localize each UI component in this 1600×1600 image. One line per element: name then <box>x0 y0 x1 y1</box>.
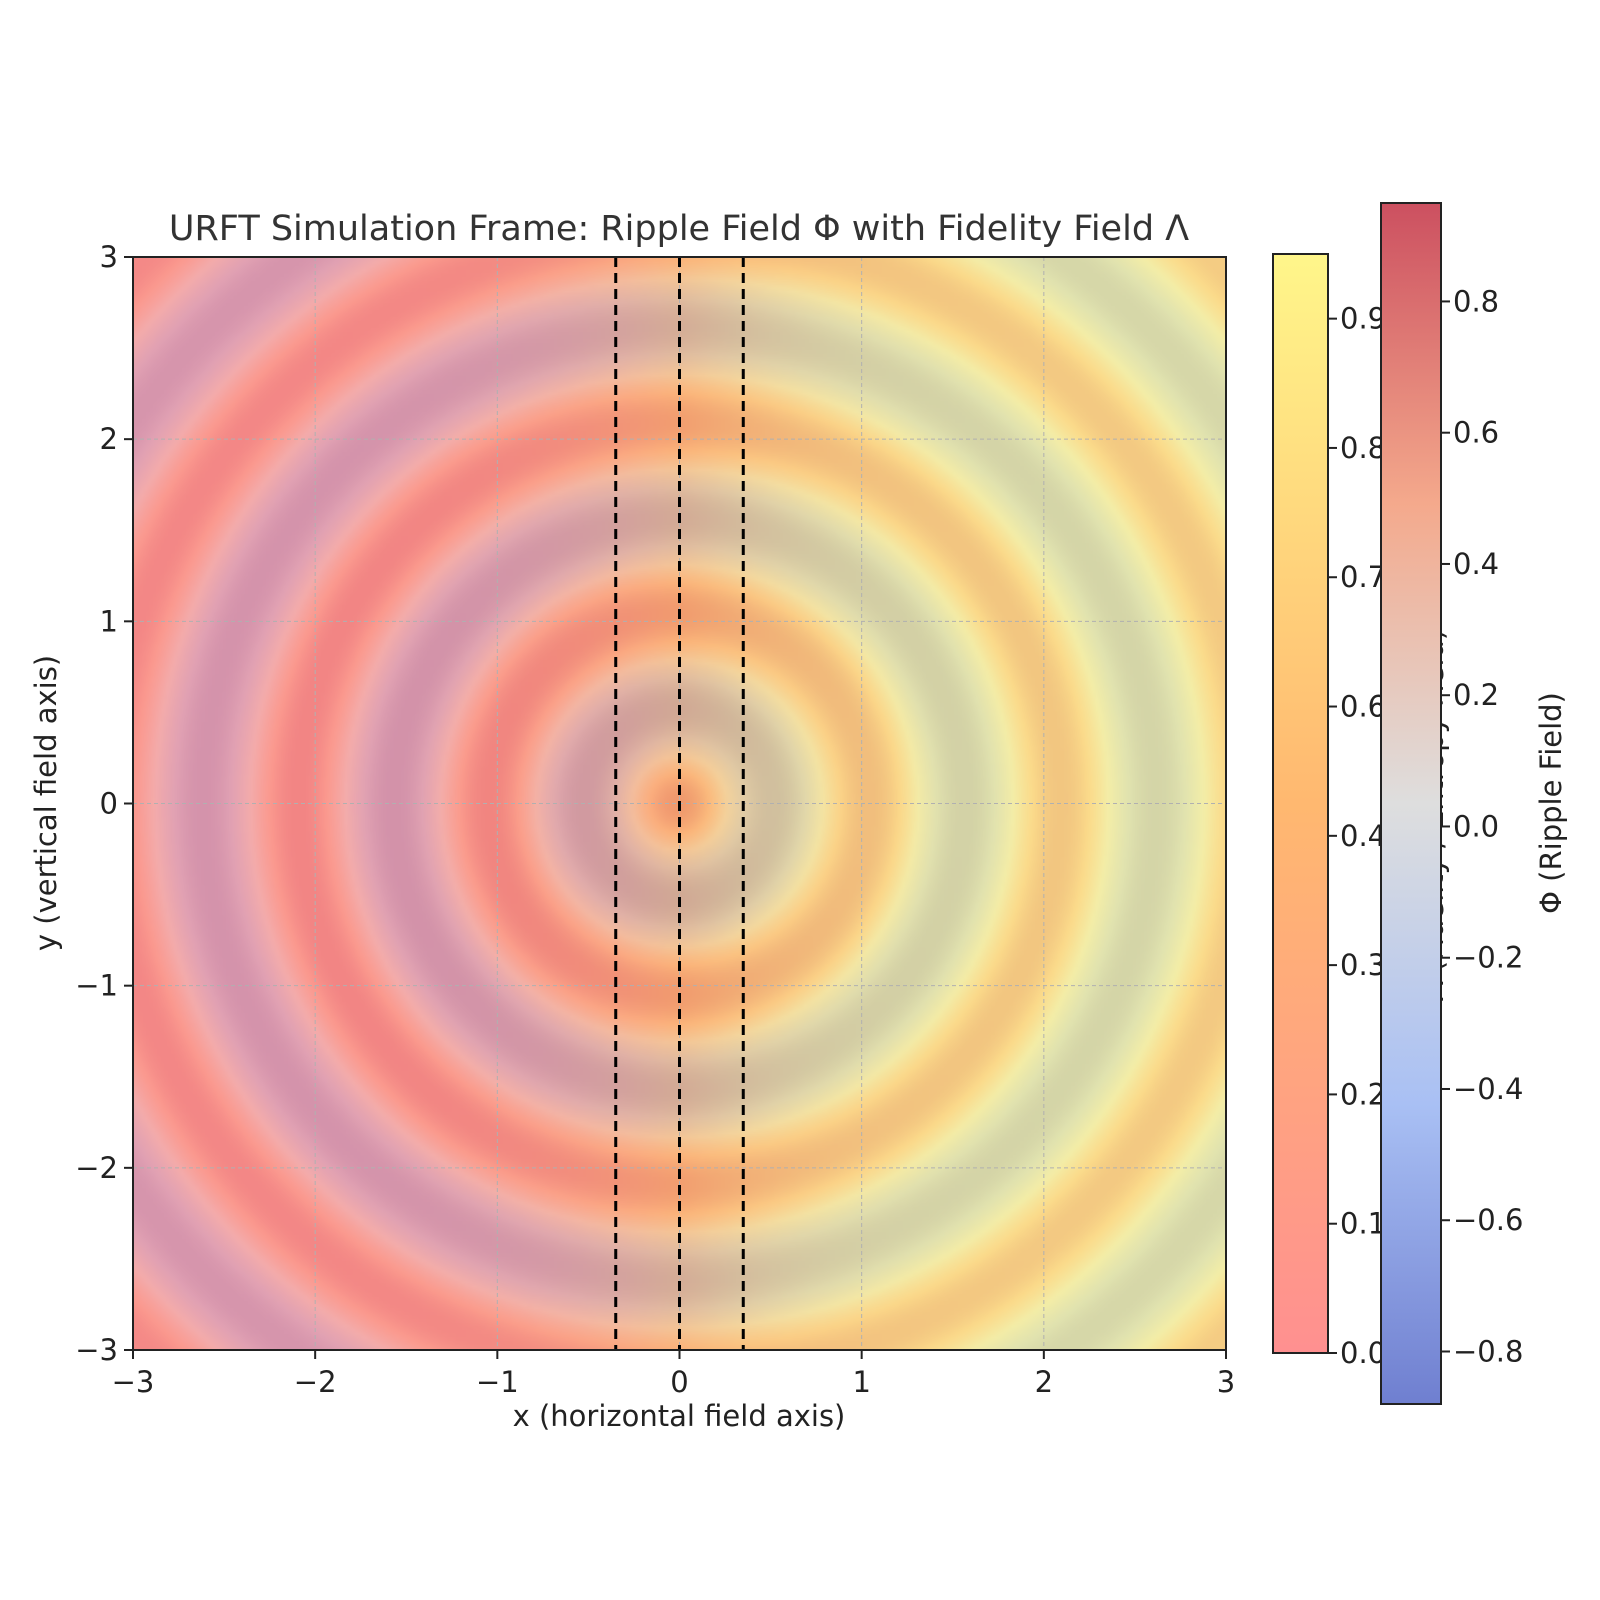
x-tick-label: −3 <box>112 1365 155 1399</box>
dashed-vertical-lines <box>614 257 745 1350</box>
x-tick-label: −2 <box>294 1365 337 1399</box>
colorbar-phi: −0.8 −0.6 −0.4 −0.2 0.0 0.2 0.4 0.6 0.8 Φ (Rippl… <box>1380 202 1568 1405</box>
y-tick-label: 2 <box>100 422 118 456</box>
y-axis-ticks: −3 −2 −1 0 1 2 3 <box>75 240 133 1367</box>
colorbar-phi-tick-label: −0.8 <box>1453 1334 1523 1368</box>
plot-area: −3 −2 −1 0 1 2 3 −3 −2 −1 0 1 2 3 <box>75 240 1235 1399</box>
colorbar-phi-tick-label: −0.6 <box>1453 1203 1523 1237</box>
y-axis-label: y (vertical field axis) <box>29 655 63 951</box>
x-tick-label: −1 <box>476 1365 519 1399</box>
y-tick-label: 1 <box>100 604 118 638</box>
x-tick-label: 3 <box>1217 1365 1235 1399</box>
colorbar-phi-tick-label: 0.2 <box>1453 678 1499 712</box>
colorbar-phi-tick-label: 0.4 <box>1453 547 1499 581</box>
colorbar-phi-tick-label: −0.2 <box>1453 941 1523 975</box>
colorbar-phi-gradient <box>1380 202 1442 1405</box>
colorbar-phi-tick-label: −0.4 <box>1453 1072 1523 1106</box>
y-tick-label: −1 <box>75 969 118 1003</box>
y-tick-label: −3 <box>75 1333 118 1367</box>
y-tick-label: −2 <box>75 1151 118 1185</box>
y-tick-label: 3 <box>100 240 118 274</box>
colorbar-phi-tick-label: 0.6 <box>1453 416 1499 450</box>
colorbar-phi-tick-label: 0.0 <box>1453 809 1499 843</box>
chart-title: URFT Simulation Frame: Ripple Field Φ wi… <box>169 209 1189 249</box>
x-axis-label: x (horizontal field axis) <box>513 1399 846 1433</box>
colorbar-phi-tick-label: 0.8 <box>1453 284 1499 318</box>
y-tick-label: 0 <box>100 787 118 821</box>
x-tick-label: 0 <box>670 1365 688 1399</box>
x-axis-ticks: −3 −2 −1 0 1 2 3 <box>112 1350 1235 1399</box>
x-tick-label: 1 <box>852 1365 870 1399</box>
colorbar-lambda-gradient <box>1272 253 1329 1354</box>
colorbar-phi-label: Φ (Ripple Field) <box>1534 692 1568 914</box>
colorbar-phi-ticks: −0.8 −0.6 −0.4 −0.2 0.0 0.2 0.4 0.6 0.8 <box>1441 284 1523 1368</box>
x-tick-label: 2 <box>1035 1365 1053 1399</box>
